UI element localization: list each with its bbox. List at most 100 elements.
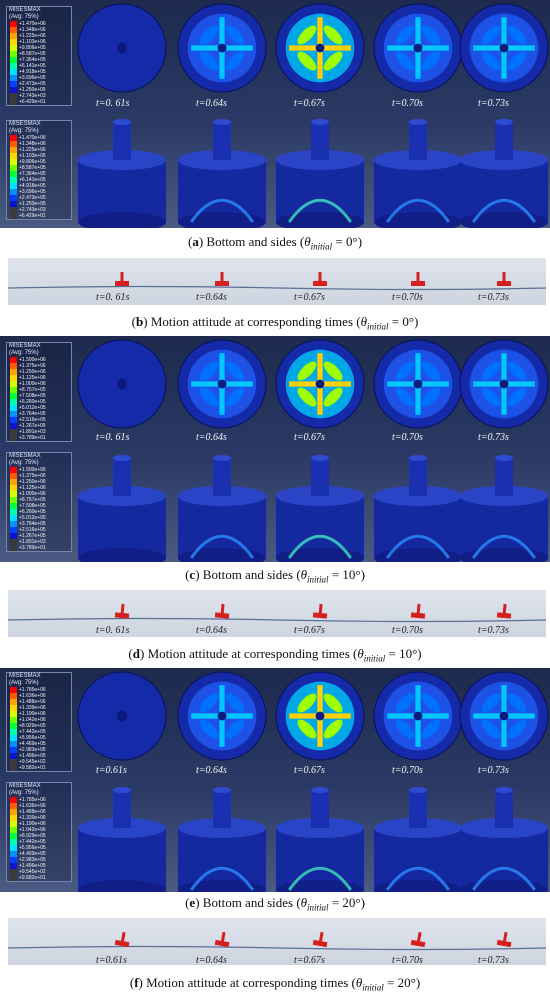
body-attitude xyxy=(312,931,328,948)
legend-value: +2.473e+05 xyxy=(19,195,46,201)
legend-swatch xyxy=(10,75,17,81)
legend-value: +4.469e+05 xyxy=(19,741,46,747)
legend-row: +3.789e+01 xyxy=(7,545,71,551)
legend-swatch xyxy=(10,797,17,803)
legend-value: +2.743e+03 xyxy=(19,93,46,99)
legend-value: +1.000e+06 xyxy=(19,381,46,387)
legend-swatch xyxy=(10,827,17,833)
legend-swatch xyxy=(10,491,17,497)
legend-row: +7.508e+05 xyxy=(7,393,71,399)
legend-swatch xyxy=(10,393,17,399)
legend-row: +1.488e+06 xyxy=(7,699,71,705)
legend-row: +3.764e+05 xyxy=(7,521,71,527)
legend-swatch xyxy=(10,845,17,851)
legend-value: +1.348e+06 xyxy=(19,141,46,147)
caption-d: (d) Motion attitude at corresponding tim… xyxy=(0,646,550,664)
legend-swatch xyxy=(10,533,17,539)
legend-row: +7.508e+05 xyxy=(7,503,71,509)
legend-row: +9.582e+01 xyxy=(7,765,71,771)
legend-value: +7.364e+05 xyxy=(19,171,46,177)
stress-render-c xyxy=(77,339,549,562)
legend-row: +1.375e+06 xyxy=(7,473,71,479)
legend-row: +4.918e+05 xyxy=(7,183,71,189)
legend-swatch xyxy=(10,699,17,705)
theta-symbol: θ xyxy=(360,314,367,329)
legend-value: +1.488e+06 xyxy=(19,699,46,705)
body-attitude xyxy=(114,931,130,948)
legend-value: +1.190e+06 xyxy=(19,821,46,827)
legend-value: +8.587e+05 xyxy=(19,165,46,171)
legend-row: +3.764e+05 xyxy=(7,411,71,417)
legend-value: +6.429e+01 xyxy=(19,213,46,219)
legend-row: +5.012e+05 xyxy=(7,405,71,411)
legend-row: +8.587e+05 xyxy=(7,51,71,57)
legend-swatch xyxy=(10,485,17,491)
bottom-disk xyxy=(459,339,549,429)
water-surface xyxy=(8,285,546,291)
legend-value: +5.012e+05 xyxy=(19,405,46,411)
legend-row: +1.000e+06 xyxy=(7,491,71,497)
legend-row: +1.103e+06 xyxy=(7,39,71,45)
legend-value: +1.042e+06 xyxy=(19,827,46,833)
caption-e: (e) Bottom and sides (θinitial = 20°) xyxy=(0,895,550,913)
time-label: t=0.64s xyxy=(196,955,227,966)
legend-swatch xyxy=(10,375,17,381)
legend-row: +7.364e+05 xyxy=(7,57,71,63)
legend-swatch xyxy=(10,183,17,189)
time-label: t=0. 61s xyxy=(96,292,130,303)
legend-swatch xyxy=(10,33,17,39)
side-cylinder xyxy=(276,787,364,892)
side-cylinder xyxy=(460,455,548,562)
time-label: t=0.73s xyxy=(478,432,509,443)
legend-row: +3.789e+01 xyxy=(7,435,71,441)
legend-row: +1.225e+06 xyxy=(7,33,71,39)
legend-swatch xyxy=(10,815,17,821)
legend-value: +5.956e+05 xyxy=(19,735,46,741)
legend-row: +3.696e+05 xyxy=(7,189,71,195)
legend-row: +2.516e+05 xyxy=(7,527,71,533)
time-label: t=0.67s xyxy=(294,98,325,109)
legend-row: +1.250e+05 xyxy=(7,87,71,93)
bottom-disk xyxy=(275,3,365,93)
legend-title: MISESMAX xyxy=(9,121,41,127)
legend-row: +6.141e+05 xyxy=(7,63,71,69)
legend-row: +6.141e+05 xyxy=(7,177,71,183)
legend-swatch xyxy=(10,195,17,201)
legend-value: +9.545e+02 xyxy=(19,869,46,875)
legend-value: +8.929e+05 xyxy=(19,833,46,839)
legend-title: MISESMAX xyxy=(9,7,41,13)
motion-render-f xyxy=(8,931,546,951)
side-cylinder xyxy=(460,119,548,228)
legend-row: +2.983e+05 xyxy=(7,857,71,863)
time-label: t=0. 61s xyxy=(96,625,130,636)
body-attitude xyxy=(496,603,512,619)
legend-swatch xyxy=(10,527,17,533)
legend-value: +1.250e+06 xyxy=(19,479,46,485)
legend-swatch xyxy=(10,479,17,485)
caption-text: Motion attitude at corresponding times ( xyxy=(147,646,358,661)
side-cylinder xyxy=(78,787,166,892)
time-label: t=0.73s xyxy=(478,98,509,109)
legend-swatch xyxy=(10,693,17,699)
time-label: t=0.70s xyxy=(392,292,423,303)
theta-value: = 0°) xyxy=(388,314,419,329)
theta-subscript: initial xyxy=(307,574,329,585)
legend-value: +1.250e+05 xyxy=(19,201,46,207)
legend-row: +1.267e+05 xyxy=(7,423,71,429)
legend-swatch xyxy=(10,207,17,213)
legend-swatch xyxy=(10,545,17,551)
caption-letter: (e) xyxy=(185,895,203,910)
caption-a: (a) Bottom and sides (θinitial = 0°) xyxy=(0,234,550,252)
legend-swatch xyxy=(10,87,17,93)
legend-swatch xyxy=(10,729,17,735)
legend-value: +1.267e+05 xyxy=(19,533,46,539)
legend-row: +1.488e+06 xyxy=(7,809,71,815)
legend-swatch xyxy=(10,851,17,857)
legend-row: +1.250e+06 xyxy=(7,369,71,375)
legend-row: +5.956e+05 xyxy=(7,735,71,741)
side-cylinder xyxy=(78,119,166,228)
side-cylinder xyxy=(178,119,266,228)
legend-swatch xyxy=(10,135,17,141)
side-cylinder xyxy=(374,787,462,892)
legend-value: +3.764e+05 xyxy=(19,411,46,417)
